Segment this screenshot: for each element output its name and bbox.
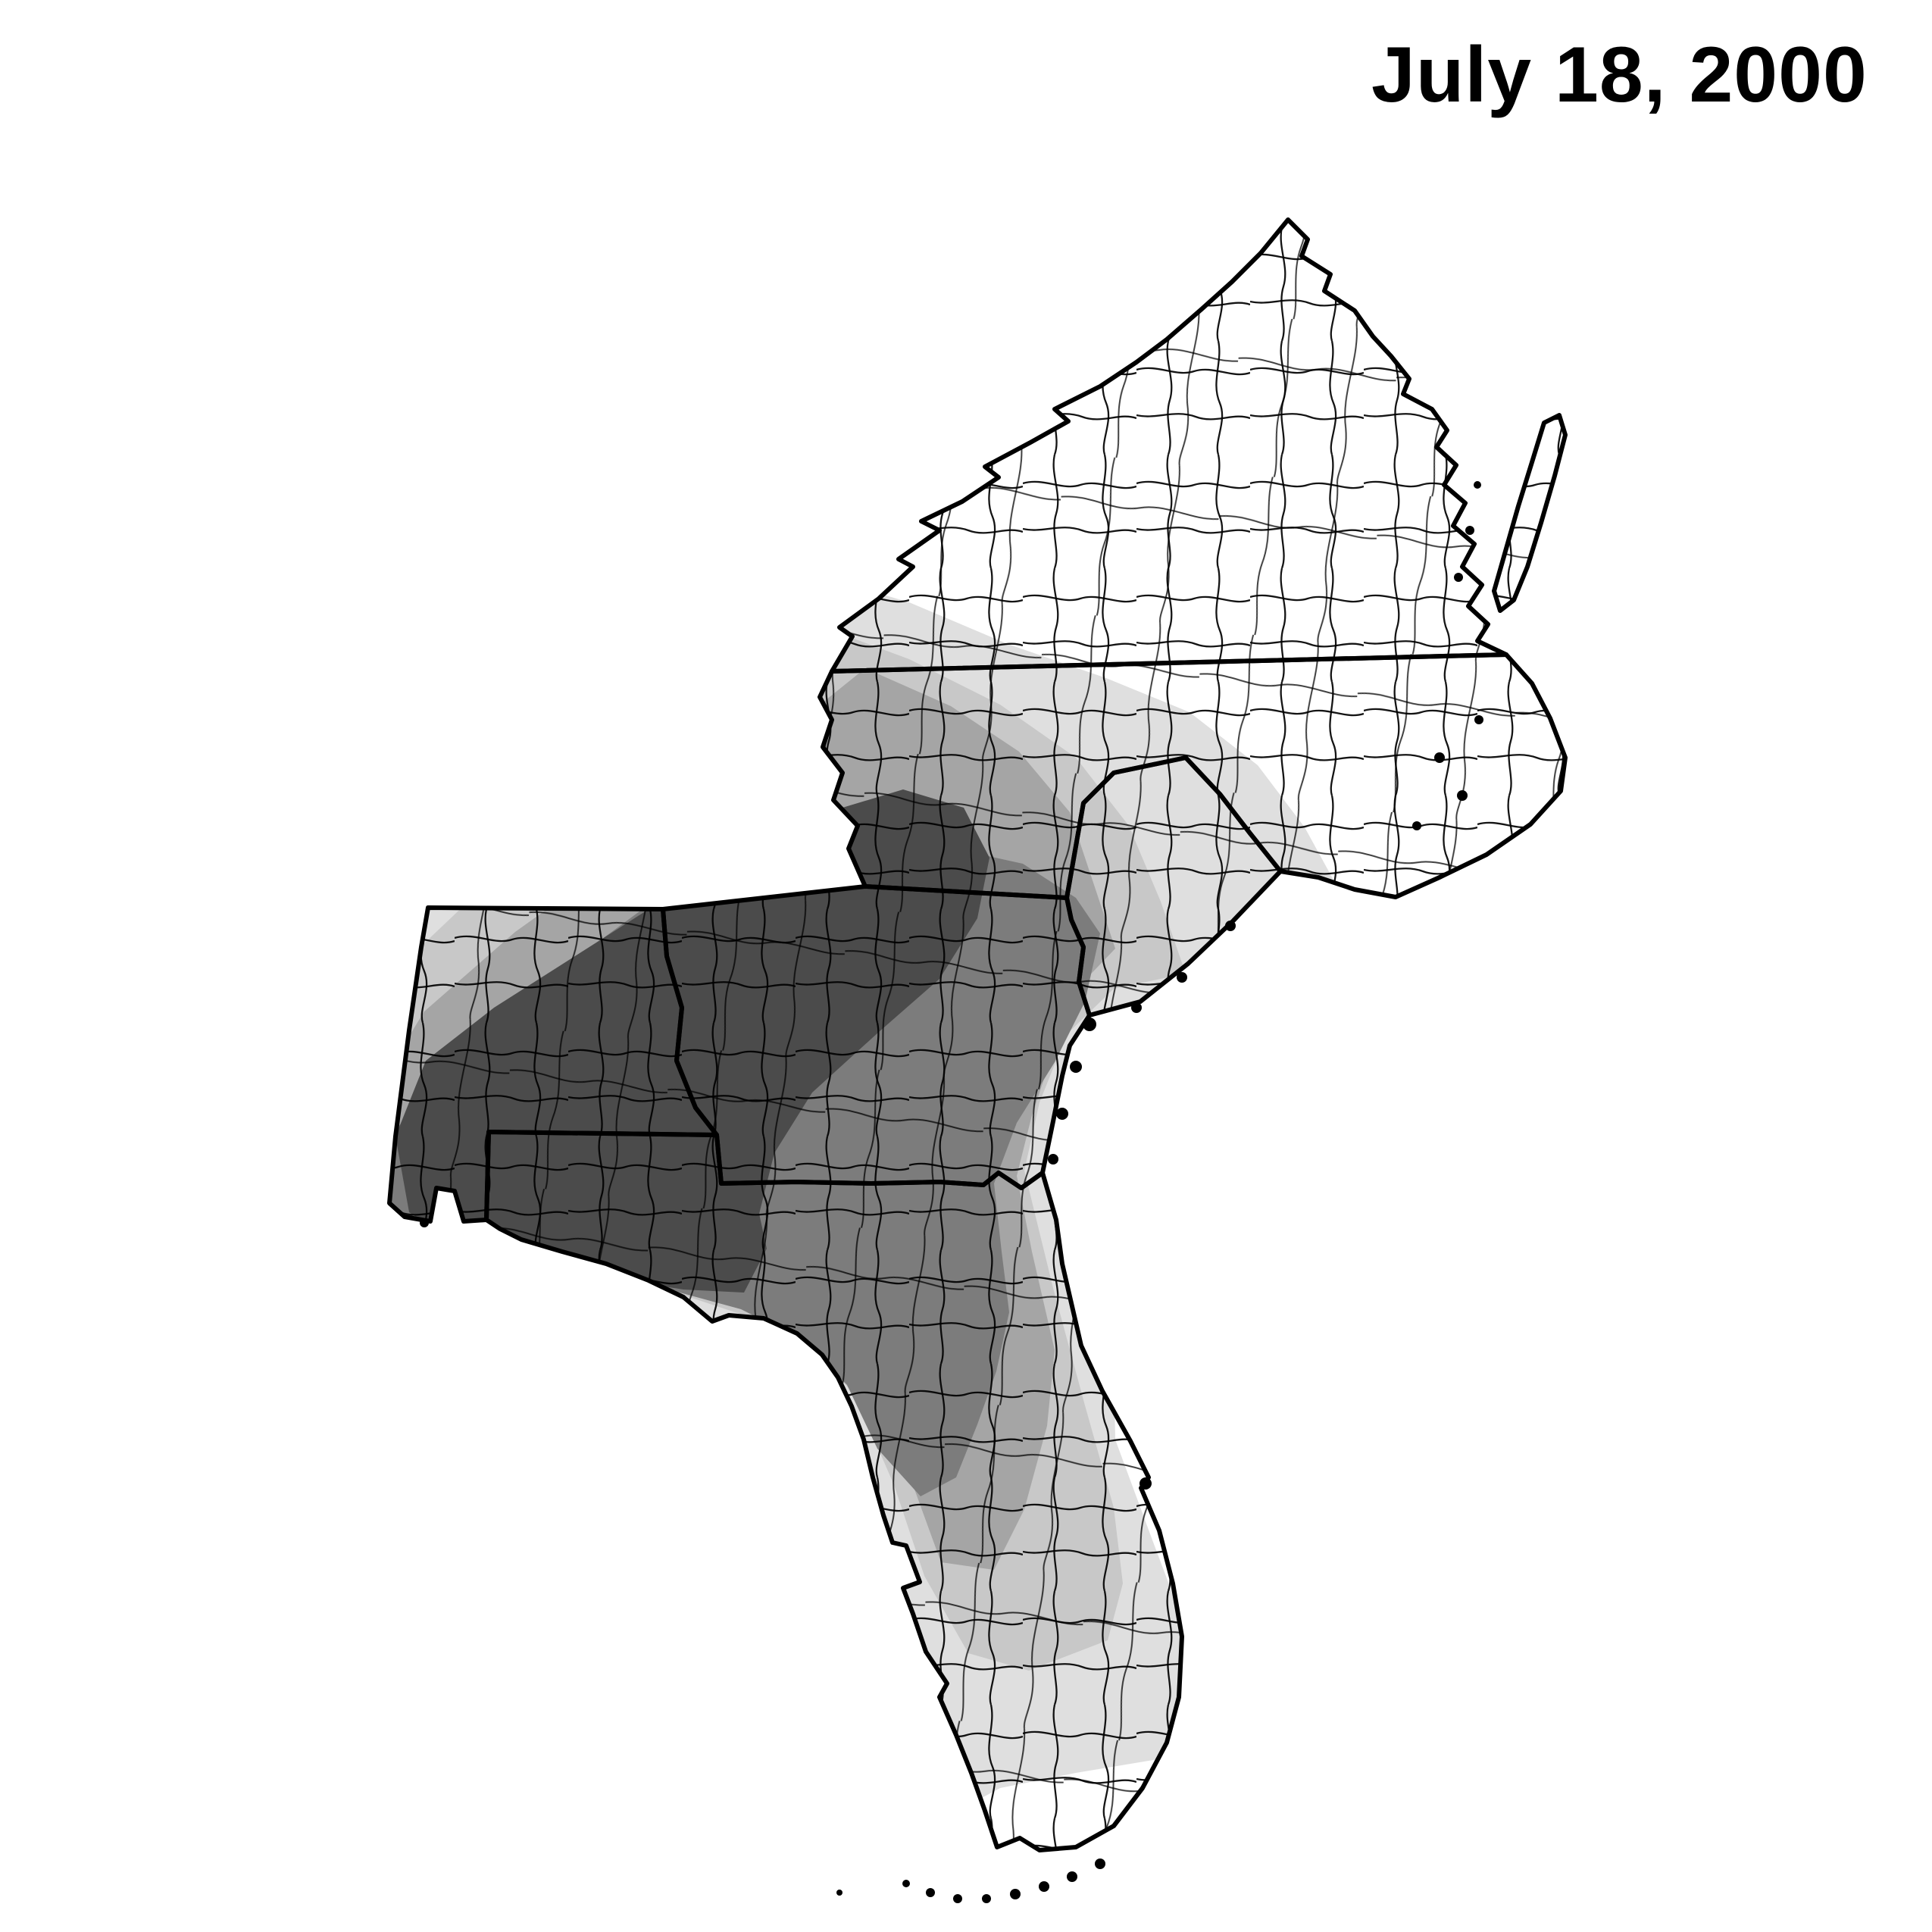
delmarva-peninsula (1492, 413, 1568, 613)
florida-keys (836, 1859, 1105, 1903)
state-florida (484, 1130, 1184, 1852)
border-alabama-florida (486, 1130, 719, 1137)
state-virginia (830, 217, 1508, 674)
county-boundaries-overlay-2 (389, 220, 1565, 1850)
border-tennessee-line (426, 884, 1069, 911)
border-north-carolina-south-carolina (1064, 755, 1283, 900)
border-virginia-north-carolina (830, 652, 1508, 674)
map-date-title: July 18, 2000 (1371, 31, 1868, 119)
border-georgia-south-carolina (1064, 896, 1092, 1018)
border-georgia-florida (719, 1171, 1045, 1190)
coastal-marsh-specks (420, 481, 1483, 1490)
state-borders (426, 652, 1508, 1190)
